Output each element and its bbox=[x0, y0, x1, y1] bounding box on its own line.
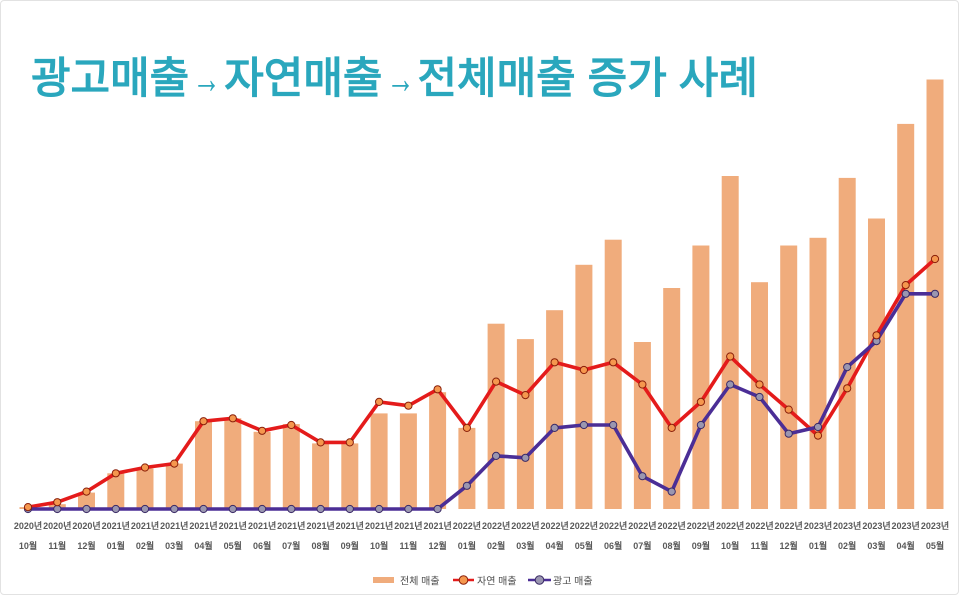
svg-text:10월: 10월 bbox=[370, 540, 388, 551]
svg-text:05월: 05월 bbox=[926, 540, 944, 551]
svg-text:09월: 09월 bbox=[692, 540, 710, 551]
svg-text:07월: 07월 bbox=[633, 540, 651, 551]
svg-text:2022년: 2022년 bbox=[599, 520, 627, 531]
svg-text:05월: 05월 bbox=[224, 540, 242, 551]
svg-text:2021년: 2021년 bbox=[160, 520, 188, 531]
svg-text:07월: 07월 bbox=[282, 540, 300, 551]
svg-text:2021년: 2021년 bbox=[365, 520, 393, 531]
svg-text:2022년: 2022년 bbox=[453, 520, 481, 531]
svg-text:01월: 01월 bbox=[107, 540, 125, 551]
svg-text:2021년: 2021년 bbox=[336, 520, 364, 531]
svg-text:2022년: 2022년 bbox=[775, 520, 803, 531]
svg-text:2022년: 2022년 bbox=[716, 520, 744, 531]
svg-text:2022년: 2022년 bbox=[570, 520, 598, 531]
svg-text:2023년: 2023년 bbox=[833, 520, 861, 531]
svg-text:2020년: 2020년 bbox=[14, 520, 42, 531]
svg-text:2021년: 2021년 bbox=[423, 520, 451, 531]
svg-text:11월: 11월 bbox=[751, 540, 769, 551]
svg-text:2021년: 2021년 bbox=[394, 520, 422, 531]
svg-text:2022년: 2022년 bbox=[482, 520, 510, 531]
svg-text:08월: 08월 bbox=[663, 540, 681, 551]
svg-text:2020년: 2020년 bbox=[43, 520, 71, 531]
svg-text:2022년: 2022년 bbox=[540, 520, 568, 531]
svg-text:08월: 08월 bbox=[311, 540, 329, 551]
svg-text:06월: 06월 bbox=[253, 540, 271, 551]
svg-text:2023년: 2023년 bbox=[892, 520, 920, 531]
svg-text:2021년: 2021년 bbox=[306, 520, 334, 531]
svg-text:2021년: 2021년 bbox=[189, 520, 217, 531]
svg-text:01월: 01월 bbox=[458, 540, 476, 551]
svg-text:2021년: 2021년 bbox=[219, 520, 247, 531]
svg-text:06월: 06월 bbox=[604, 540, 622, 551]
svg-text:10월: 10월 bbox=[19, 540, 37, 551]
svg-text:10월: 10월 bbox=[721, 540, 739, 551]
svg-text:03월: 03월 bbox=[867, 540, 885, 551]
svg-text:전체 매출: 전체 매출 bbox=[400, 576, 440, 588]
svg-text:2023년: 2023년 bbox=[921, 520, 949, 531]
svg-text:2022년: 2022년 bbox=[687, 520, 715, 531]
svg-text:02월: 02월 bbox=[136, 540, 154, 551]
svg-text:02월: 02월 bbox=[487, 540, 505, 551]
svg-text:01월: 01월 bbox=[809, 540, 827, 551]
svg-text:09월: 09월 bbox=[341, 540, 359, 551]
svg-text:12월: 12월 bbox=[780, 540, 798, 551]
svg-text:2022년: 2022년 bbox=[511, 520, 539, 531]
svg-text:2020년: 2020년 bbox=[72, 520, 100, 531]
svg-text:2023년: 2023년 bbox=[804, 520, 832, 531]
svg-text:04월: 04월 bbox=[194, 540, 212, 551]
svg-text:11월: 11월 bbox=[400, 540, 418, 551]
svg-text:2021년: 2021년 bbox=[248, 520, 276, 531]
svg-text:02월: 02월 bbox=[838, 540, 856, 551]
svg-text:04월: 04월 bbox=[545, 540, 563, 551]
svg-text:12월: 12월 bbox=[428, 540, 446, 551]
svg-text:12월: 12월 bbox=[77, 540, 95, 551]
svg-text:11월: 11월 bbox=[48, 540, 66, 551]
svg-text:자연 매출: 자연 매출 bbox=[477, 576, 517, 588]
svg-text:05월: 05월 bbox=[575, 540, 593, 551]
svg-text:2021년: 2021년 bbox=[131, 520, 159, 531]
svg-text:2021년: 2021년 bbox=[277, 520, 305, 531]
svg-text:03월: 03월 bbox=[165, 540, 183, 551]
svg-text:2022년: 2022년 bbox=[628, 520, 656, 531]
svg-text:2022년: 2022년 bbox=[658, 520, 686, 531]
svg-text:04월: 04월 bbox=[897, 540, 915, 551]
svg-text:2022년: 2022년 bbox=[745, 520, 773, 531]
svg-text:광고 매출: 광고 매출 bbox=[553, 576, 593, 588]
svg-text:2023년: 2023년 bbox=[862, 520, 890, 531]
svg-text:03월: 03월 bbox=[516, 540, 534, 551]
svg-text:2021년: 2021년 bbox=[102, 520, 130, 531]
